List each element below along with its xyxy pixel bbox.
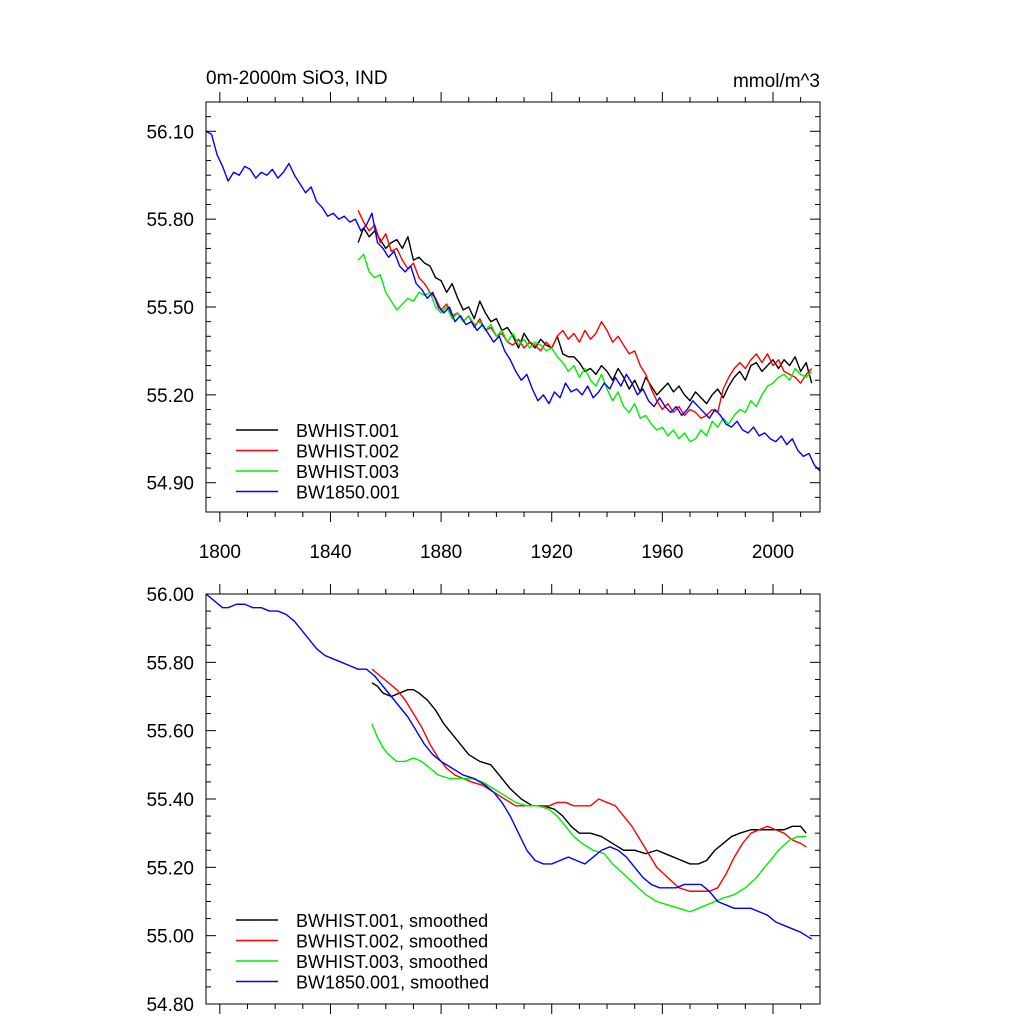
y-tick-label: 55.80: [146, 210, 194, 231]
legend-entry: BWHIST.003, smoothed: [296, 952, 488, 972]
y-tick-label: 55.40: [146, 790, 194, 811]
series-line-4: [206, 594, 813, 940]
series-line-3: [371, 723, 807, 913]
units-label: mmol/m^3: [733, 71, 820, 92]
legend-entry: BWHIST.002: [296, 442, 399, 462]
legend-entry: BWHIST.001: [296, 421, 399, 441]
x-tick-label: 1840: [309, 542, 351, 563]
y-tick-label: 55.00: [146, 927, 194, 948]
x-tick-label: 1960: [641, 542, 683, 563]
x-tick-label: 1920: [531, 542, 573, 563]
legend-entry: BW1850.001, smoothed: [296, 973, 489, 993]
series-line-1: [357, 227, 813, 405]
y-tick-label: 55.50: [146, 298, 194, 319]
y-tick-label: 55.20: [146, 386, 194, 407]
x-tick-label: 1880: [420, 542, 462, 563]
legend-entry: BWHIST.002, smoothed: [296, 932, 488, 952]
series-line-2: [371, 668, 807, 892]
y-tick-label: 55.80: [146, 653, 194, 674]
legend-entry: BWHIST.001, smoothed: [296, 911, 488, 931]
series-line-3: [357, 253, 813, 443]
series-line-2: [357, 210, 813, 419]
y-tick-label: 56.10: [146, 122, 194, 143]
y-tick-label: 56.00: [146, 585, 194, 606]
chart-panel-2: 54.80 55.00 55.20 55.40 55.60 55.80 56.00 BWHIS…: [146, 584, 821, 1016]
y-tick-label: 55.20: [146, 858, 194, 879]
x-tick-label: 2000: [752, 542, 794, 563]
series-line-1: [371, 682, 807, 865]
y-tick-label: 54.90: [146, 474, 194, 495]
chart-title: 0m-2000m SiO3, IND: [206, 68, 388, 89]
series-line-4: [206, 130, 820, 472]
chart-panel-1: 54.90 55.20 55.50 55.80 56.10 1800 1840 1880 192…: [146, 68, 821, 563]
legend-entry: BW1850.001: [296, 483, 400, 503]
legend-entry: BWHIST.003: [296, 462, 399, 482]
y-tick-label: 55.60: [146, 722, 194, 743]
x-tick-label: 1800: [199, 542, 241, 563]
y-tick-label: 54.80: [146, 995, 194, 1016]
